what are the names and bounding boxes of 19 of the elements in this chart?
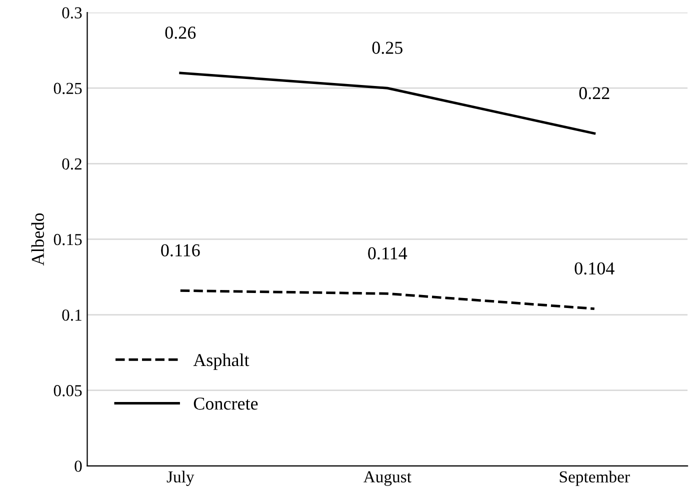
y-tick-label: 0.15 (54, 234, 82, 246)
y-tick-label: 0.25 (54, 82, 82, 94)
data-label: 0.25 (372, 42, 402, 54)
legend-label: Concrete (194, 398, 258, 410)
x-tick-label: July (166, 470, 194, 486)
y-tick-label: 0.05 (54, 385, 82, 396)
legend-label: Asphalt (193, 353, 250, 370)
y-tick-label: 0 (74, 460, 82, 472)
data-label: 0.104 (574, 262, 614, 275)
x-tick-label: September (560, 470, 630, 486)
data-label: 0.114 (368, 247, 408, 260)
data-label: 0.22 (579, 87, 610, 100)
y-tick-label: 0.3 (62, 7, 82, 19)
data-label: 0.26 (165, 26, 196, 39)
y-tick-label: 0.2 (62, 158, 82, 170)
y-tick-label: 0.1 (62, 309, 82, 321)
x-tick-label: August (363, 471, 412, 486)
y-axis-title: Albedo (31, 213, 44, 266)
data-label: 0.116 (161, 244, 200, 256)
